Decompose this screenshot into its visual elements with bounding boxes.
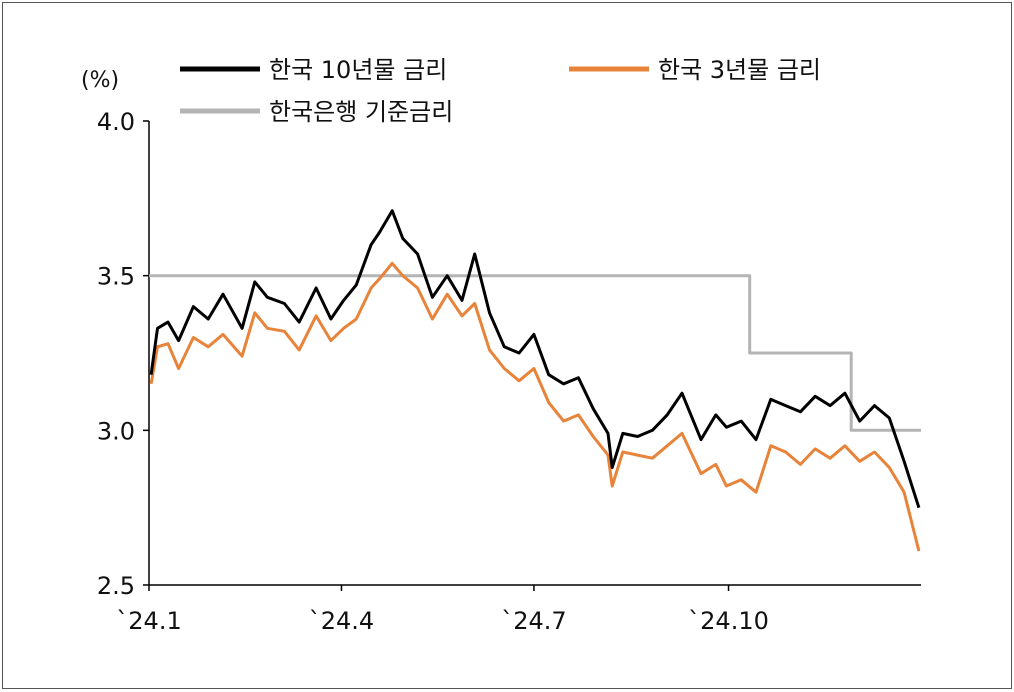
x-tick-label: `24.1 (116, 607, 181, 635)
y-tick-label: 3.5 (97, 263, 135, 291)
y-tick-label: 2.5 (97, 572, 135, 600)
series-line-3y (149, 261, 921, 552)
legend-label-3y: 한국 3년물 금리 (658, 56, 821, 84)
y-unit-label: (%) (81, 68, 119, 93)
y-axis-ticks: 4.0 3.5 3.0 2.5 (97, 108, 149, 600)
legend-label-base-rate: 한국은행 기준금리 (269, 98, 453, 126)
series-layer (149, 209, 921, 552)
x-tick-label: `24.7 (501, 607, 566, 635)
y-tick-label: 3.0 (97, 417, 135, 445)
series-line-base-rate (149, 274, 921, 432)
x-tick-label: `24.4 (309, 607, 374, 635)
line-chart: (%) 한국 10년물 금리 한국 3년물 금리 한국은행 기준금리 4.0 3.… (81, 56, 921, 635)
y-tick-label: 4.0 (97, 108, 135, 136)
x-tick-label: `24.10 (688, 607, 769, 635)
x-axis-ticks: `24.1 `24.4 `24.7 `24.10 (116, 585, 769, 635)
legend-label-10y: 한국 10년물 금리 (269, 56, 447, 84)
series-line-10y (149, 209, 921, 509)
legend: 한국 10년물 금리 한국 3년물 금리 한국은행 기준금리 (180, 56, 821, 126)
